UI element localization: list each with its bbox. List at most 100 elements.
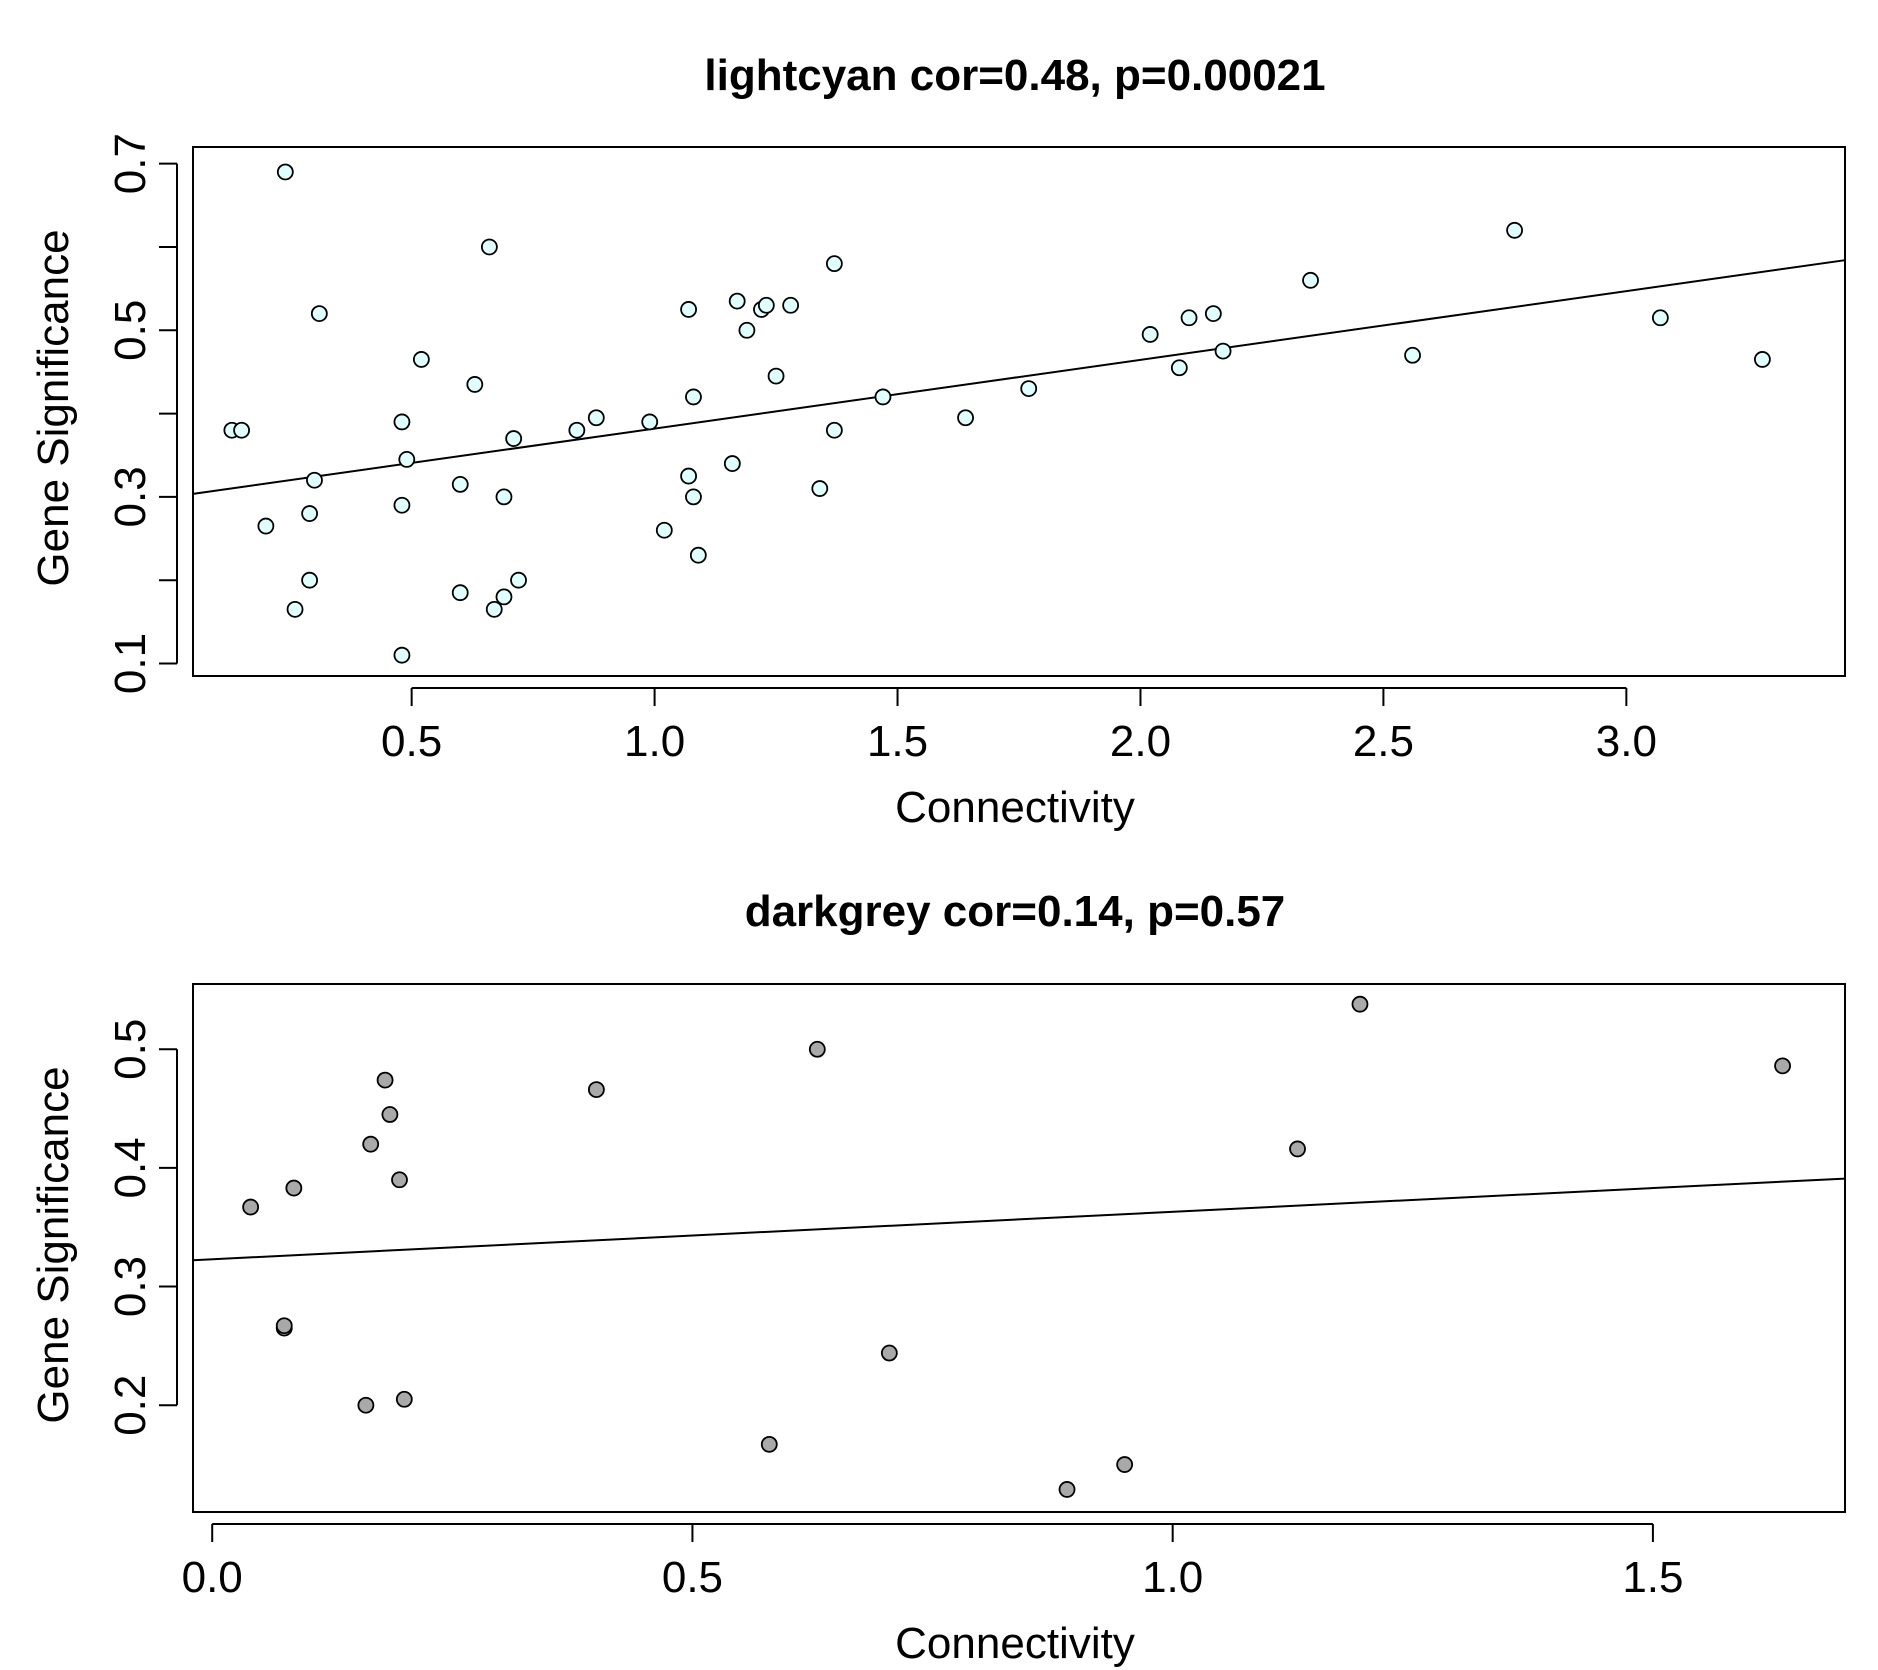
- plot-frame: [192, 983, 1846, 1513]
- regression-line: [192, 259, 1846, 495]
- y-axis-label: Gene Significance: [29, 229, 78, 586]
- x-tick-label: 0.5: [381, 717, 442, 766]
- data-point: [495, 488, 513, 506]
- data-point: [398, 451, 416, 468]
- data-point: [395, 1390, 413, 1408]
- data-point: [286, 600, 304, 618]
- x-tick-label: 2.5: [1353, 717, 1414, 766]
- data-point: [1058, 1481, 1076, 1498]
- data-point: [301, 505, 319, 522]
- y-axis: 0.1 0.3 0.5 0.7: [106, 133, 178, 694]
- data-point: [1774, 1057, 1791, 1075]
- data-points: [223, 163, 1771, 664]
- data-point: [505, 430, 523, 447]
- x-tick-label: 1.5: [1622, 1553, 1683, 1602]
- data-point: [1404, 346, 1421, 364]
- data-point: [393, 646, 411, 664]
- y-tick-label: 0.7: [106, 133, 155, 194]
- data-points: [242, 995, 1791, 1498]
- data-point: [568, 421, 586, 439]
- data-point: [301, 571, 319, 589]
- y-tick-label: 0.3: [106, 1256, 155, 1317]
- x-axis: 0.5 1.0 1.5 2.0 2.5 3.0: [381, 687, 1657, 766]
- y-axis-label: Gene Significance: [29, 1066, 78, 1423]
- y-tick-label: 0.5: [106, 1019, 155, 1080]
- data-point: [310, 305, 328, 323]
- x-axis: 0.0 0.5 1.0 1.5: [182, 1523, 1683, 1602]
- data-point: [285, 1179, 303, 1197]
- y-tick-label: 0.3: [106, 466, 155, 527]
- data-point: [495, 588, 513, 606]
- data-point: [825, 421, 843, 439]
- y-axis: 0.2 0.3 0.4 0.5: [106, 1019, 178, 1436]
- y-tick-label: 0.2: [106, 1375, 155, 1436]
- data-point: [357, 1396, 375, 1414]
- data-point: [306, 471, 323, 489]
- y-tick-label: 0.5: [106, 300, 155, 361]
- x-tick-label: 2.0: [1110, 717, 1171, 766]
- data-point: [412, 351, 430, 368]
- data-point: [391, 1171, 408, 1189]
- data-point: [1204, 305, 1222, 323]
- darkgrey-scatter-plot: darkgrey cor=0.14, p=0.57 Connectivity G…: [29, 887, 1846, 1668]
- data-point: [233, 421, 250, 439]
- data-point: [362, 1135, 380, 1153]
- x-tick-label: 1.0: [1142, 1553, 1203, 1602]
- data-point: [767, 367, 785, 385]
- y-tick-label: 0.1: [106, 633, 155, 694]
- data-point: [587, 409, 605, 427]
- data-point: [655, 521, 673, 539]
- data-point: [466, 376, 484, 393]
- data-point: [685, 388, 702, 406]
- data-point: [485, 600, 503, 618]
- data-point: [1302, 271, 1319, 289]
- data-point: [689, 546, 707, 564]
- x-tick-label: 0.0: [182, 1553, 243, 1602]
- data-point: [874, 388, 892, 406]
- data-point: [1754, 351, 1771, 368]
- data-point: [451, 475, 469, 493]
- chart-title: lightcyan cor=0.48, p=0.00021: [704, 51, 1325, 100]
- x-tick-label: 0.5: [662, 1553, 723, 1602]
- data-point: [757, 296, 775, 314]
- data-point: [1506, 221, 1523, 239]
- regression-line: [192, 1177, 1846, 1262]
- x-tick-label: 1.5: [867, 717, 928, 766]
- data-point: [275, 1317, 293, 1335]
- data-point: [393, 413, 411, 431]
- x-tick-label: 1.0: [624, 717, 685, 766]
- data-point: [480, 238, 498, 256]
- chart-title: darkgrey cor=0.14, p=0.57: [745, 887, 1286, 936]
- x-tick-label: 3.0: [1596, 717, 1657, 766]
- data-point: [376, 1071, 394, 1089]
- data-point: [728, 292, 746, 310]
- data-point: [587, 1081, 605, 1098]
- data-point: [1180, 309, 1198, 327]
- x-axis-label: Connectivity: [895, 783, 1135, 832]
- data-point: [782, 296, 800, 314]
- plot-frame: [192, 146, 1846, 677]
- data-point: [957, 409, 974, 427]
- data-point: [276, 163, 294, 181]
- data-point: [1351, 995, 1369, 1013]
- data-point: [1214, 342, 1232, 360]
- data-point: [680, 301, 697, 318]
- data-point: [685, 488, 702, 506]
- data-point: [1170, 359, 1188, 377]
- data-point: [825, 255, 843, 273]
- data-point: [1020, 380, 1038, 397]
- data-point: [811, 480, 829, 497]
- data-point: [760, 1435, 778, 1453]
- data-point: [1289, 1140, 1306, 1158]
- lightcyan-scatter-plot: lightcyan cor=0.48, p=0.00021 Connectivi…: [29, 51, 1846, 832]
- data-point: [738, 321, 756, 339]
- data-point: [381, 1106, 399, 1123]
- data-point: [680, 467, 697, 485]
- y-tick-label: 0.4: [106, 1137, 155, 1198]
- data-point: [1651, 309, 1669, 327]
- data-point: [510, 571, 527, 589]
- data-point: [393, 496, 411, 514]
- x-axis-label: Connectivity: [895, 1619, 1135, 1668]
- data-point: [242, 1198, 260, 1216]
